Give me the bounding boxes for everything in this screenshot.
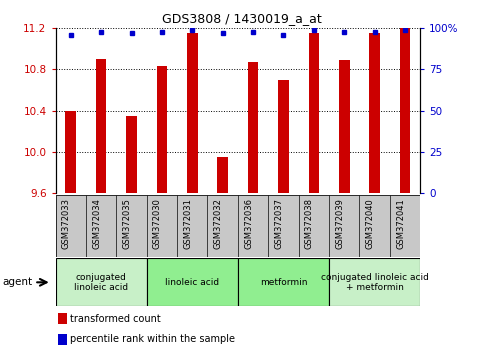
Text: conjugated
linoleic acid: conjugated linoleic acid (74, 273, 128, 292)
Bar (369, 34, 380, 193)
Text: GSM372037: GSM372037 (274, 198, 284, 249)
Bar (56, 195, 86, 257)
Bar (147, 195, 177, 257)
Text: GSM372033: GSM372033 (62, 198, 71, 249)
Bar (65, 110, 76, 193)
Text: agent: agent (2, 277, 32, 287)
Text: GSM372041: GSM372041 (396, 198, 405, 249)
Text: GSM372039: GSM372039 (335, 198, 344, 249)
Bar (217, 157, 228, 193)
Bar (177, 195, 208, 257)
Bar (329, 195, 359, 257)
Text: GSM372031: GSM372031 (183, 198, 192, 249)
Bar (238, 258, 329, 306)
Bar (339, 60, 350, 193)
Text: GDS3808 / 1430019_a_at: GDS3808 / 1430019_a_at (162, 12, 321, 25)
Bar (57, 314, 67, 324)
Bar (126, 116, 137, 193)
Bar (278, 80, 289, 193)
Bar (147, 258, 238, 306)
Bar (359, 195, 390, 257)
Text: conjugated linoleic acid
+ metformin: conjugated linoleic acid + metformin (321, 273, 428, 292)
Bar (116, 195, 147, 257)
Text: GSM372036: GSM372036 (244, 198, 253, 249)
Bar (390, 195, 420, 257)
Text: GSM372032: GSM372032 (213, 198, 223, 249)
Bar (96, 59, 106, 193)
Text: GSM372034: GSM372034 (92, 198, 101, 249)
Text: GSM372038: GSM372038 (305, 198, 314, 249)
Bar (248, 62, 258, 193)
Bar (238, 195, 268, 257)
Bar (57, 334, 67, 345)
Bar (309, 34, 319, 193)
Bar (268, 195, 298, 257)
Bar (329, 258, 420, 306)
Text: GSM372035: GSM372035 (123, 198, 131, 249)
Bar (298, 195, 329, 257)
Text: metformin: metformin (260, 278, 307, 287)
Text: GSM372030: GSM372030 (153, 198, 162, 249)
Text: GSM372040: GSM372040 (366, 198, 375, 249)
Text: percentile rank within the sample: percentile rank within the sample (70, 334, 235, 344)
Bar (187, 34, 198, 193)
Bar (208, 195, 238, 257)
Text: transformed count: transformed count (70, 314, 161, 324)
Bar (400, 28, 411, 193)
Bar (156, 67, 167, 193)
Bar (56, 258, 147, 306)
Text: linoleic acid: linoleic acid (165, 278, 219, 287)
Bar (86, 195, 116, 257)
